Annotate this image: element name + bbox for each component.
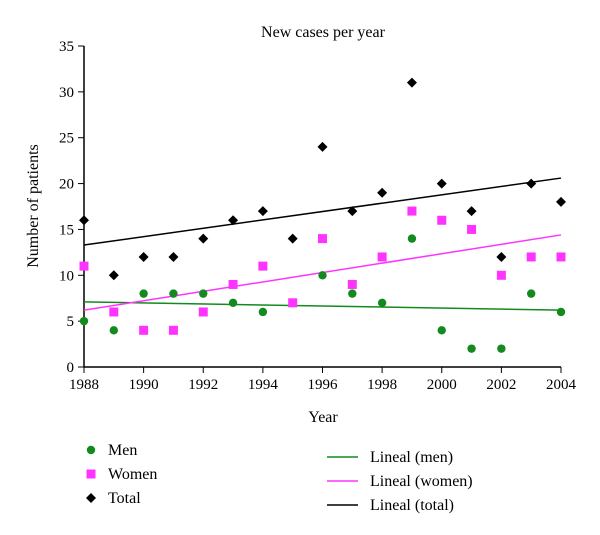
data-point-men bbox=[318, 271, 327, 280]
data-point-total bbox=[257, 206, 268, 217]
legend-label-women-trend: Lineal (women) bbox=[370, 473, 473, 490]
data-point-men bbox=[109, 326, 119, 335]
data-point-men bbox=[377, 298, 387, 307]
y-tick-label: 25 bbox=[59, 131, 74, 147]
x-tick-label: 1992 bbox=[188, 377, 218, 393]
data-point-total bbox=[466, 206, 477, 217]
data-point-women bbox=[79, 261, 89, 271]
trendline-total bbox=[83, 177, 562, 246]
y-tick-label: 10 bbox=[59, 268, 74, 284]
data-point-total bbox=[228, 215, 239, 226]
data-point-men bbox=[437, 326, 446, 335]
data-point-women bbox=[526, 252, 536, 262]
data-point-total bbox=[406, 77, 417, 88]
x-tick-label: 1994 bbox=[248, 377, 279, 393]
data-point-women bbox=[258, 261, 268, 271]
data-point-men bbox=[348, 289, 357, 298]
data-point-men bbox=[228, 298, 238, 307]
y-axis-label: Number of patients bbox=[25, 144, 42, 268]
data-point-women bbox=[288, 298, 298, 308]
legend-label-men-trend: Lineal (men) bbox=[370, 449, 453, 466]
plot-axes: 0 5 10 15 20 25 30 35 1988 1990 1992 1994 1996 1998 20… bbox=[59, 39, 577, 393]
legend-label-men: Men bbox=[108, 442, 137, 459]
x-tick-label: 1988 bbox=[69, 377, 99, 393]
data-point-total bbox=[108, 270, 119, 281]
y-tick-label: 35 bbox=[59, 39, 74, 55]
x-axis-label: Year bbox=[308, 409, 338, 426]
data-point-women bbox=[139, 325, 149, 335]
y-tick-label: 0 bbox=[67, 360, 75, 376]
x-tick-label: 1998 bbox=[367, 377, 397, 393]
data-point-women bbox=[556, 252, 566, 262]
data-point-total bbox=[317, 141, 328, 152]
legend-marker-men bbox=[86, 445, 96, 455]
x-tick-label: 2004 bbox=[546, 377, 577, 393]
data-point-total bbox=[496, 251, 507, 262]
data-point-total bbox=[198, 233, 209, 244]
data-point-women bbox=[228, 279, 238, 289]
chart-title: New cases per year bbox=[261, 24, 386, 41]
data-point-men bbox=[199, 289, 208, 298]
legend-label-women: Women bbox=[108, 466, 157, 483]
data-point-total bbox=[436, 178, 447, 189]
legend-label-total: Total bbox=[108, 490, 141, 507]
data-point-women bbox=[407, 206, 417, 216]
data-point-women bbox=[377, 252, 387, 262]
data-point-men bbox=[556, 307, 566, 317]
data-point-total bbox=[138, 251, 149, 262]
y-tick-label: 15 bbox=[59, 222, 74, 238]
legend-marker-total bbox=[86, 493, 96, 503]
data-point-total bbox=[168, 251, 179, 262]
data-point-women bbox=[467, 224, 477, 234]
data-point-men bbox=[79, 316, 89, 326]
data-point-women bbox=[496, 270, 506, 280]
legend-marker-women bbox=[86, 469, 96, 479]
data-point-women bbox=[109, 307, 119, 317]
data-point-women bbox=[198, 307, 208, 317]
data-point-men bbox=[258, 307, 268, 317]
data-markers bbox=[79, 77, 566, 353]
data-point-men bbox=[169, 289, 178, 298]
data-point-total bbox=[526, 178, 537, 189]
data-point-men bbox=[467, 344, 476, 353]
x-tick-label: 2000 bbox=[427, 377, 457, 393]
x-tick-label: 1996 bbox=[308, 377, 339, 393]
trendline-men bbox=[83, 301, 562, 311]
x-tick-label: 2002 bbox=[486, 377, 516, 393]
y-tick-label: 5 bbox=[67, 314, 75, 330]
y-tick-label: 30 bbox=[59, 85, 74, 101]
y-tick-label: 20 bbox=[59, 177, 74, 193]
data-point-women bbox=[168, 325, 178, 335]
data-point-men bbox=[497, 344, 506, 353]
trendlines bbox=[83, 177, 562, 311]
data-point-men bbox=[526, 289, 536, 298]
data-point-women bbox=[318, 234, 327, 244]
data-point-total bbox=[347, 206, 358, 217]
data-point-total bbox=[79, 215, 89, 226]
data-point-men bbox=[139, 289, 148, 298]
data-point-total bbox=[287, 233, 298, 244]
data-point-total bbox=[556, 196, 566, 207]
x-tick-label: 1990 bbox=[129, 377, 159, 393]
legend-label-total-trend: Lineal (total) bbox=[370, 497, 454, 514]
data-point-women bbox=[437, 215, 447, 225]
data-point-women bbox=[347, 279, 357, 289]
data-point-total bbox=[377, 187, 388, 198]
data-point-men bbox=[407, 234, 417, 243]
legend: Men Women Total Lineal (men) Lineal (women) L… bbox=[86, 442, 473, 514]
